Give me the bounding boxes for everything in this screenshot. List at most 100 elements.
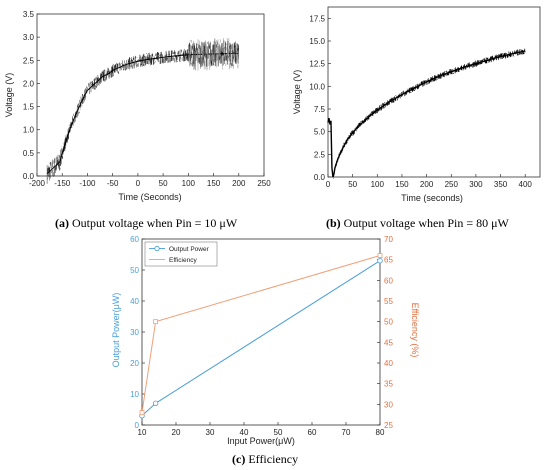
output-power-point (377, 258, 383, 264)
x-tick-label: 50 (274, 428, 283, 437)
y2-tick-label: 30 (384, 400, 393, 409)
chart-c-y2label: Efficiency (%) (410, 303, 420, 358)
y2-tick-label: 60 (384, 276, 393, 285)
y-tick-label: 2.5 (314, 150, 326, 159)
chart-a-plot-frame (36, 13, 265, 177)
x-tick-label: 350 (494, 180, 508, 189)
x-tick-label: -50 (107, 179, 119, 188)
chart-a-xlabel: Time (Seconds) (118, 192, 181, 202)
x-tick-label: 100 (371, 180, 385, 189)
x-tick-label: 60 (308, 428, 317, 437)
chart-b-plot-frame (327, 6, 541, 178)
y2-tick-label: 25 (384, 421, 393, 430)
x-tick-label: 70 (342, 428, 351, 437)
x-tick-label: 400 (519, 180, 533, 189)
y2-tick-label: 65 (384, 256, 393, 265)
x-tick-label: -100 (79, 179, 96, 188)
chart-c-caption-text: Efficiency (245, 452, 298, 466)
chart-b-caption-text: Output voltage when Pin = 80 μW (341, 216, 510, 230)
y-tick-label: 17.5 (309, 14, 325, 23)
x-tick-label: 150 (207, 179, 221, 188)
chart-b: 0.0 2.5 5.0 7.5 10.0 12.5 15.0 17.5 0 50 100 150 20… (292, 6, 541, 230)
x-tick-label: 30 (206, 428, 215, 437)
y-tick-label: 7.5 (314, 105, 326, 114)
y-tick-label: 3.0 (23, 33, 35, 42)
x-tick-label: 0 (326, 180, 331, 189)
x-tick-label: 300 (469, 180, 483, 189)
y-tick-label: 40 (130, 297, 139, 306)
x-tick-label: 200 (232, 179, 246, 188)
chart-c-ylabel: Output Power(μW) (111, 293, 121, 368)
efficiency-point (377, 253, 383, 258)
chart-b-caption-letter: (b) (326, 216, 341, 230)
y-tick-label: 30 (130, 328, 139, 337)
y-tick-label: 1.0 (23, 126, 35, 135)
x-tick-label: -200 (29, 179, 46, 188)
y2-tick-label: 40 (384, 359, 393, 368)
y-tick-label: 3.5 (23, 10, 35, 19)
chart-a: 0.0 0.5 1.0 1.5 2.0 2.5 3.0 3.5 -200 -150 -100 -50… (4, 10, 271, 230)
y-tick-label: 12.5 (309, 60, 325, 69)
y-tick-label: 2.5 (23, 56, 35, 65)
y-tick-label: 0 (135, 421, 140, 430)
chart-a-x-ticks: -200 -150 -100 -50 0 50 100 150 200 250 (29, 173, 271, 188)
legend-output-power-label: Output Power (169, 246, 210, 253)
y-tick-label: 20 (130, 359, 139, 368)
efficiency-point (139, 410, 145, 416)
chart-a-caption-text: Output voltage when Pin = 10 μW (69, 216, 238, 230)
x-tick-label: 150 (395, 180, 409, 189)
efficiency-point (153, 319, 159, 325)
x-tick-label: 20 (172, 428, 181, 437)
chart-c-caption: (c) Efficiency (232, 452, 298, 466)
chart-b-xlabel: Time (seconds) (401, 193, 463, 203)
chart-c-legend: Output Power Efficiency (144, 241, 218, 267)
x-tick-label: 200 (420, 180, 434, 189)
y2-tick-label: 55 (384, 297, 393, 306)
x-tick-label: 0 (136, 179, 141, 188)
chart-a-y-ticks: 0.0 0.5 1.0 1.5 2.0 2.5 3.0 3.5 (23, 10, 40, 181)
y-tick-label: 0.5 (23, 149, 35, 158)
chart-c-y2-ticks: 25 30 35 40 45 50 55 60 65 70 (377, 235, 393, 430)
y-tick-label: 10 (130, 390, 139, 399)
y-tick-label: 10.0 (309, 82, 325, 91)
x-tick-label: 250 (257, 179, 271, 188)
y-tick-label: 15.0 (309, 37, 325, 46)
chart-b-y-ticks: 0.0 2.5 5.0 7.5 10.0 12.5 15.0 17.5 (309, 14, 331, 182)
y2-tick-label: 50 (384, 318, 393, 327)
legend-efficiency-label: Efficiency (169, 257, 197, 264)
legend-output-power-marker (154, 245, 160, 252)
y2-tick-label: 45 (384, 338, 393, 347)
y-tick-label: 50 (130, 266, 139, 275)
y-tick-label: 0.0 (314, 173, 326, 182)
chart-b-series (327, 48, 526, 179)
chart-a-caption-letter: (a) (55, 216, 69, 230)
x-tick-label: 10 (138, 428, 147, 437)
y2-tick-label: 35 (384, 380, 393, 389)
y-tick-label: 1.5 (23, 103, 35, 112)
output-power-point (152, 400, 159, 406)
x-tick-label: 80 (376, 428, 385, 437)
chart-a-series (46, 38, 239, 184)
y-tick-label: 60 (130, 235, 139, 244)
chart-a-series-line (46, 52, 239, 175)
chart-c-xlabel: Input Power(μW) (227, 436, 295, 446)
x-tick-label: 50 (348, 180, 357, 189)
chart-b-ylabel: Voltage (V) (292, 70, 302, 115)
chart-b-caption: (b) Output voltage when Pin = 80 μW (326, 216, 510, 230)
y2-tick-label: 70 (384, 235, 393, 244)
chart-a-ylabel: Voltage (V) (4, 73, 14, 118)
chart-c-x-ticks: 10 20 30 40 50 60 70 80 (138, 422, 385, 437)
chart-a-caption: (a) Output voltage when Pin = 10 μW (55, 216, 238, 230)
x-tick-label: 100 (182, 179, 196, 188)
x-tick-label: 250 (445, 180, 459, 189)
x-tick-label: 50 (159, 179, 168, 188)
y-tick-label: 0.0 (23, 172, 35, 181)
y-tick-label: 2.0 (23, 79, 35, 88)
chart-a-noise-gray (188, 38, 239, 71)
chart-b-x-ticks: 0 50 100 150 200 250 300 350 400 (326, 174, 533, 189)
chart-c-caption-letter: (c) (232, 452, 245, 466)
chart-c-y-ticks: 0 10 20 30 40 50 60 (130, 235, 145, 430)
y-tick-label: 5.0 (314, 128, 326, 137)
